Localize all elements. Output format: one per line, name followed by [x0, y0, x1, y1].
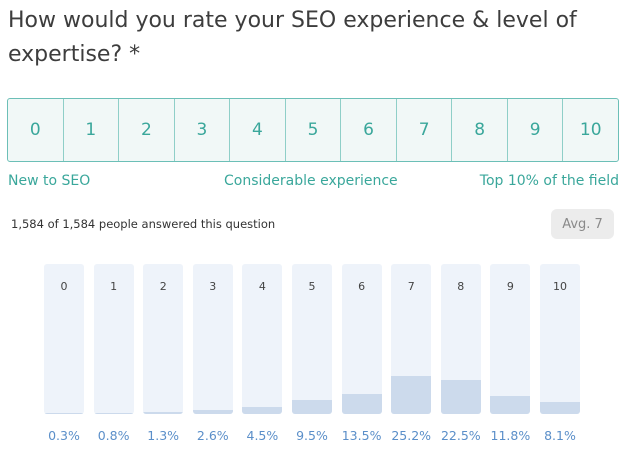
- bar-category-label: 5: [308, 280, 316, 293]
- bar-track-7: 7: [391, 264, 432, 414]
- bar-value-label: 1.3%: [147, 428, 180, 443]
- bar-7: [391, 376, 432, 414]
- scale-option-6[interactable]: 6: [341, 99, 397, 161]
- bar-1: [93, 412, 134, 414]
- bar-value-label: 0.8%: [97, 428, 130, 443]
- bar-category-label: 9: [506, 280, 514, 293]
- bar-value-label: 13.5%: [341, 428, 382, 443]
- bar-value-label: 11.8%: [490, 428, 531, 443]
- rating-scale: 0 1 2 3 4 5 6 7 8 9 10: [7, 98, 619, 162]
- bar-track-10: 10: [540, 264, 580, 414]
- bar-track-5: 5: [292, 264, 332, 414]
- bar-value-label: 8.1%: [544, 428, 576, 443]
- bar-2: [143, 412, 184, 414]
- bar-value-label: 0.3%: [48, 428, 80, 443]
- bar-value-label: 25.2%: [391, 428, 432, 443]
- bar-value-label: 9.5%: [296, 428, 328, 443]
- scale-option-10[interactable]: 10: [579, 120, 602, 140]
- question-title: How would you rate your SEO experience &…: [8, 8, 577, 67]
- bar-category-label: 6: [358, 280, 366, 293]
- scale-option-4[interactable]: 4: [230, 99, 286, 161]
- bar-track-1: 1: [93, 264, 134, 414]
- bar-6: [341, 393, 382, 414]
- bar-9: [490, 396, 531, 414]
- bar-category-label: 10: [553, 280, 567, 293]
- scale-option-1[interactable]: 1: [64, 99, 120, 161]
- bar-category-label: 3: [209, 280, 217, 293]
- bar-category-label: 8: [457, 280, 465, 293]
- bar-track-6: 6: [341, 264, 382, 414]
- bar-category-label: 2: [159, 280, 167, 293]
- bar-5: [292, 399, 332, 414]
- bar-value-label: 4.5%: [246, 428, 279, 443]
- bar-track-3: 3: [192, 264, 233, 414]
- bar-track-2: 2: [143, 264, 184, 414]
- scale-option-9[interactable]: 9: [508, 99, 564, 161]
- average-badge: Avg. 7: [551, 209, 614, 239]
- bar-10: [540, 401, 580, 414]
- scale-option-3[interactable]: 3: [175, 99, 231, 161]
- bar-track-8: 8: [440, 264, 481, 414]
- scale-option-8[interactable]: 8: [452, 99, 508, 161]
- answered-count: 1,584 of 1,584 people answered this ques…: [11, 217, 276, 231]
- bar-3: [192, 410, 233, 414]
- results-bar-chart: 0 1 2 3 4 5 6 7 8 9 10: [44, 264, 584, 414]
- bar-track-0: 0: [44, 264, 84, 414]
- bar-category-label: 1: [110, 280, 118, 293]
- bar-category-label: 0: [60, 280, 68, 293]
- scale-option-2[interactable]: 2: [119, 99, 175, 161]
- bar-value-label: 2.6%: [196, 428, 229, 443]
- bar-4: [242, 407, 283, 414]
- bar-0: [44, 413, 84, 414]
- scale-option-7[interactable]: 7: [397, 99, 453, 161]
- bar-category-label: 7: [407, 280, 415, 293]
- scale-option-0[interactable]: 0: [8, 99, 64, 161]
- scale-option-5[interactable]: 5: [286, 99, 342, 161]
- bar-track-9: 9: [490, 264, 531, 414]
- bar-category-label: 4: [258, 280, 266, 293]
- bar-track-4: 4: [242, 264, 283, 414]
- scale-anchor-low: New to SEO: [8, 173, 91, 189]
- scale-anchor-mid: Considerable experience: [224, 173, 398, 189]
- scale-anchor-high: Top 10% of the field: [479, 173, 619, 189]
- bar-value-label: 22.5%: [440, 428, 481, 443]
- bar-8: [440, 380, 481, 414]
